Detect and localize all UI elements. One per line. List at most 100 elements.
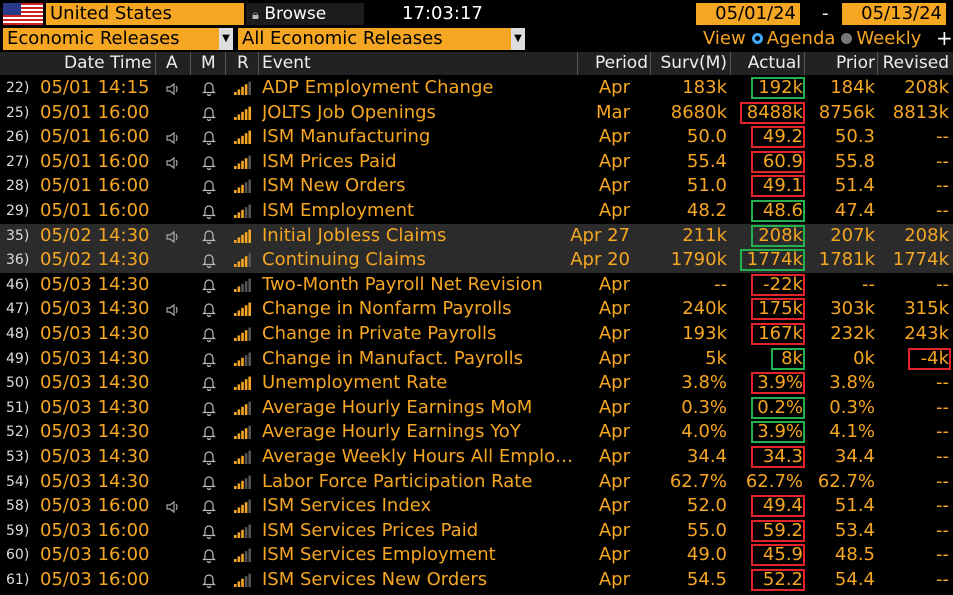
row-index: 53)	[6, 449, 30, 465]
bell-icon[interactable]	[202, 278, 216, 297]
toolbar: United States 🔒︎ Browse 17:03:17 05/01/2…	[0, 0, 953, 52]
bell-icon[interactable]	[202, 204, 216, 223]
release-period: Apr	[598, 396, 630, 418]
bell-icon[interactable]	[202, 81, 216, 100]
prior-value: 34.4	[834, 446, 875, 467]
release-period: Apr	[598, 519, 630, 541]
category-dropdown[interactable]: Economic Releases ▼	[3, 28, 233, 50]
bell-icon[interactable]	[202, 524, 216, 543]
col-actual[interactable]: Actual	[747, 53, 801, 73]
relevance-bars-icon	[234, 351, 252, 370]
table-row[interactable]: 46) 05/03 14:30 Two-Month Payroll Net Revi…	[0, 273, 953, 298]
bell-icon[interactable]	[202, 548, 216, 567]
table-row[interactable]: 36) 05/02 14:30 Continuing Claims Apr 20 179…	[0, 248, 953, 273]
end-date-field[interactable]: 05/13/24	[842, 3, 946, 25]
speaker-icon[interactable]	[166, 81, 180, 100]
release-period: Apr	[598, 200, 630, 221]
survey-value: 1790k	[670, 249, 727, 271]
col-prior[interactable]: Prior	[835, 53, 875, 73]
release-datetime: 05/03 14:30	[40, 420, 149, 445]
table-row[interactable]: 22) 05/01 14:15 ADP Employment Change Apr 18…	[0, 76, 953, 101]
speaker-icon[interactable]	[166, 302, 180, 321]
table-row[interactable]: 29) 05/01 16:00 ISM Employment Apr 48.2 48.6 4…	[0, 199, 953, 224]
bell-icon[interactable]	[202, 499, 216, 518]
table-row[interactable]: 25) 05/01 16:00 JOLTS Job Openings Mar 8680k…	[0, 101, 953, 126]
bell-icon[interactable]	[202, 401, 216, 420]
col-datetime[interactable]: Date Time	[64, 53, 152, 73]
revised-value: 8813k	[892, 101, 949, 123]
speaker-icon[interactable]	[166, 130, 180, 149]
us-flag-icon	[3, 3, 43, 25]
release-datetime: 05/01 16:00	[40, 199, 149, 224]
bell-icon[interactable]	[202, 450, 216, 469]
col-relevance[interactable]: R	[237, 53, 249, 73]
release-time: 14:30	[97, 273, 150, 295]
weekly-radio[interactable]	[841, 32, 853, 44]
table-row[interactable]: 54) 05/03 14:30 Labor Force Participation …	[0, 470, 953, 495]
speaker-icon[interactable]	[166, 229, 180, 248]
weekly-label[interactable]: Weekly	[856, 28, 922, 49]
actual-value: 0.2%	[757, 396, 803, 418]
release-datetime: 05/02 14:30	[40, 248, 149, 273]
table-row[interactable]: 35) 05/02 14:30 Initial Jobless Claims Apr …	[0, 223, 953, 249]
release-date: 05/01	[40, 77, 92, 98]
table-row[interactable]: 51) 05/03 14:30 Average Hourly Earnings Mo…	[0, 396, 953, 421]
col-period[interactable]: Period	[594, 53, 648, 73]
release-period: Apr	[598, 298, 630, 320]
col-survey[interactable]: Surv(M)	[660, 53, 727, 73]
bell-icon[interactable]	[202, 475, 216, 494]
table-row[interactable]: 27) 05/01 16:00 ISM Prices Paid Apr 55.4 60.9…	[0, 150, 953, 175]
release-date: 05/03	[40, 470, 92, 492]
table-row[interactable]: 48) 05/03 14:30 Change in Private Payrolls…	[0, 322, 953, 347]
table-row[interactable]: 28) 05/01 16:00 ISM New Orders Apr 51.0 49.1 5…	[0, 174, 953, 199]
filter-dropdown[interactable]: All Economic Releases ▼	[238, 28, 525, 50]
bell-icon[interactable]	[202, 376, 216, 395]
survey-value: 8680k	[670, 101, 727, 123]
country-field[interactable]: United States	[46, 3, 244, 25]
col-memo[interactable]: M	[201, 53, 216, 73]
bell-icon[interactable]	[202, 155, 216, 174]
table-row[interactable]: 49) 05/03 14:30 Change in Manufact. Payrol…	[0, 347, 953, 372]
speaker-icon[interactable]	[166, 155, 180, 174]
revised-value: 208k	[904, 224, 949, 246]
col-divider	[877, 52, 878, 75]
table-row[interactable]: 59) 05/03 16:00 ISM Services Prices Paid Ap…	[0, 519, 953, 544]
table-row[interactable]: 58) 05/03 16:00 ISM Services Index Apr 52.0 4…	[0, 494, 953, 519]
row-index: 29)	[6, 203, 30, 219]
col-event[interactable]: Event	[262, 53, 311, 73]
add-icon[interactable]: +	[936, 26, 953, 50]
bell-icon[interactable]	[202, 352, 216, 371]
bell-icon[interactable]	[202, 302, 216, 321]
table-row[interactable]: 47) 05/03 14:30 Change in Nonfarm Payrolls…	[0, 297, 953, 322]
actual-highlight-box	[751, 495, 805, 518]
chevron-down-icon: ▼	[219, 28, 233, 50]
table-row[interactable]: 26) 05/01 16:00 ISM Manufacturing Apr 50.0 49…	[0, 125, 953, 150]
event-name: Average Hourly Earnings MoM	[262, 396, 533, 418]
col-alert[interactable]: A	[166, 53, 178, 73]
agenda-radio[interactable]	[751, 32, 763, 44]
bell-icon[interactable]	[202, 179, 216, 198]
start-date-field[interactable]: 05/01/24	[696, 3, 800, 25]
release-time: 16:00	[97, 175, 150, 197]
actual-highlight-box	[751, 200, 805, 222]
bell-icon[interactable]	[202, 130, 216, 149]
table-row[interactable]: 53) 05/03 14:30 Average Weekly Hours All E…	[0, 445, 953, 470]
col-revised[interactable]: Revised	[882, 53, 949, 73]
browse-button[interactable]: 🔒︎ Browse	[246, 3, 364, 25]
bell-icon[interactable]	[202, 106, 216, 125]
prior-value: 184k	[830, 77, 875, 98]
bell-icon[interactable]	[202, 229, 216, 248]
speaker-icon[interactable]	[166, 499, 180, 518]
table-row[interactable]: 52) 05/03 14:30 Average Hourly Earnings Yo…	[0, 420, 953, 445]
bell-icon[interactable]	[202, 253, 216, 272]
table-row[interactable]: 60) 05/03 16:00 ISM Services Employment Apr…	[0, 543, 953, 568]
prior-value: 4.1%	[829, 421, 875, 443]
bell-icon[interactable]	[202, 327, 216, 346]
bell-icon[interactable]	[202, 425, 216, 444]
table-row[interactable]: 61) 05/03 16:00 ISM Services New Orders Apr…	[0, 568, 953, 593]
survey-value: 183k	[682, 77, 727, 98]
agenda-label[interactable]: Agenda	[766, 28, 836, 49]
table-row[interactable]: 50) 05/03 14:30 Unemployment Rate Apr 3.8% 3.…	[0, 371, 953, 396]
bell-icon[interactable]	[202, 573, 216, 592]
prior-value: 62.7%	[817, 470, 875, 492]
